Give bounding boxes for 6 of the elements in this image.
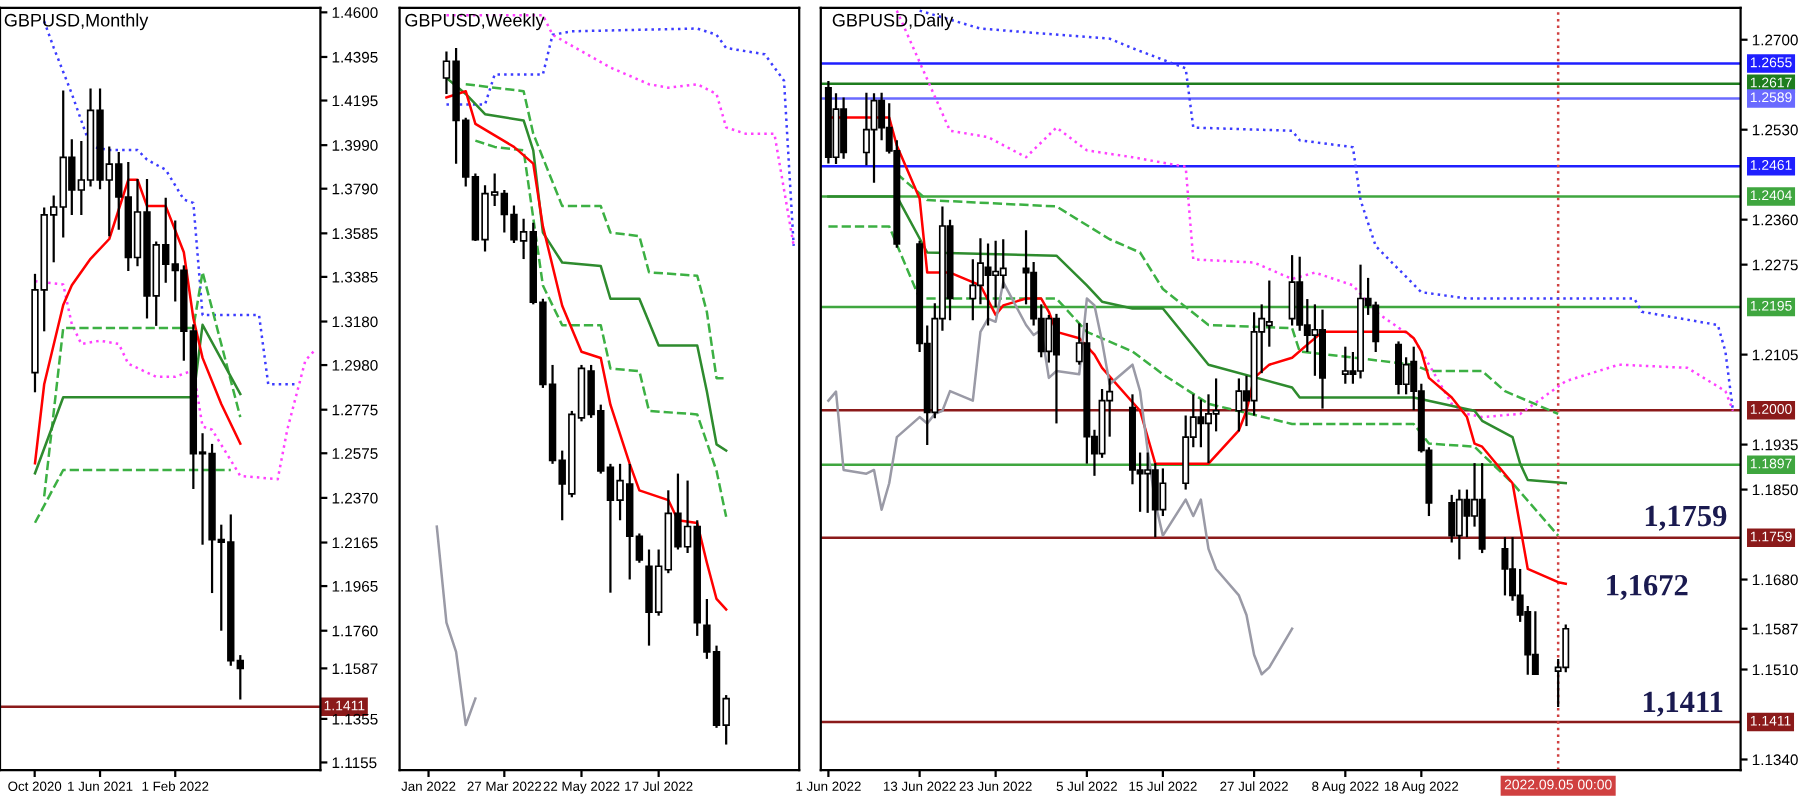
- annotation: 1,1672: [1607, 575, 1688, 601]
- chart-title: GBPUSD,Monthly: [4, 13, 149, 31]
- annotation: 1,1411: [1643, 691, 1723, 717]
- chart-title: GBPUSD,Daily: [832, 13, 954, 31]
- chart-title: GBPUSD,Weekly: [405, 13, 545, 31]
- annotation: 1,1759: [1645, 505, 1727, 531]
